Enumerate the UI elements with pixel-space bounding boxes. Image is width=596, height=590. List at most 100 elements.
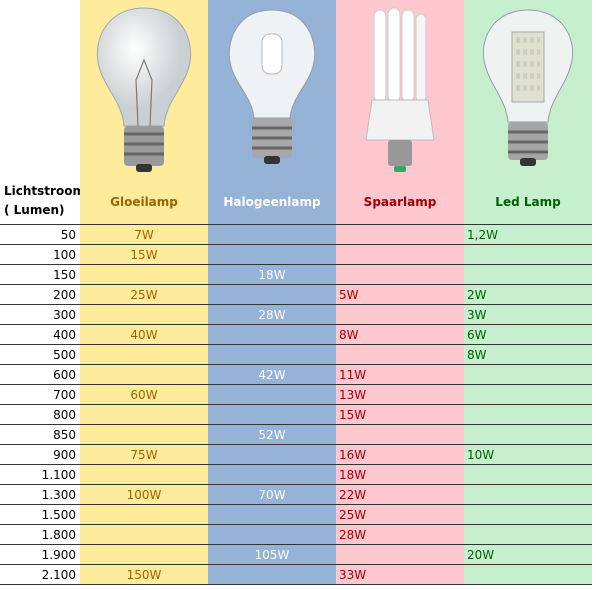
table-cell: 22W bbox=[336, 485, 464, 505]
table-cell bbox=[464, 425, 592, 445]
table-cell bbox=[80, 305, 208, 325]
table-cell bbox=[208, 405, 336, 425]
table-cell: 1.900 bbox=[0, 545, 80, 565]
table-cell: 25W bbox=[80, 285, 208, 305]
table-cell: 8W bbox=[464, 345, 592, 365]
table-cell: 28W bbox=[336, 525, 464, 545]
table-cell: 500 bbox=[0, 345, 80, 365]
table-cell: 400 bbox=[0, 325, 80, 345]
incandescent-bulb bbox=[96, 7, 192, 172]
table-cell bbox=[464, 505, 592, 525]
image-cell bbox=[208, 0, 336, 180]
row-border bbox=[0, 324, 592, 325]
table-cell bbox=[208, 525, 336, 545]
table-cell bbox=[464, 485, 592, 505]
table-cell: 2W bbox=[464, 285, 592, 305]
header-line: ( Lumen) bbox=[4, 203, 65, 217]
table-cell bbox=[80, 265, 208, 285]
table-cell: 60W bbox=[80, 385, 208, 405]
table-cell: 18W bbox=[208, 265, 336, 285]
table-cell bbox=[464, 565, 592, 585]
table-cell bbox=[336, 245, 464, 265]
row-border bbox=[0, 404, 592, 405]
table-cell bbox=[80, 365, 208, 385]
table-cell: 7W bbox=[80, 225, 208, 245]
table-cell bbox=[208, 565, 336, 585]
header-cell: Led Lamp bbox=[464, 180, 592, 225]
row-border bbox=[0, 364, 592, 365]
table-cell bbox=[208, 445, 336, 465]
table-cell: 42W bbox=[208, 365, 336, 385]
row-border bbox=[0, 424, 592, 425]
table-cell bbox=[80, 465, 208, 485]
table-cell bbox=[464, 405, 592, 425]
row-border bbox=[0, 244, 592, 245]
table-cell: 50 bbox=[0, 225, 80, 245]
cfl-bulb bbox=[365, 7, 435, 172]
table-cell bbox=[80, 425, 208, 445]
row-border bbox=[0, 584, 592, 585]
row-border bbox=[0, 504, 592, 505]
table-cell bbox=[464, 365, 592, 385]
table-cell: 5W bbox=[336, 285, 464, 305]
table-cell: 70W bbox=[208, 485, 336, 505]
table-cell: 850 bbox=[0, 425, 80, 445]
table-cell bbox=[464, 245, 592, 265]
table-cell: 13W bbox=[336, 385, 464, 405]
table-cell: 16W bbox=[336, 445, 464, 465]
table-cell bbox=[336, 305, 464, 325]
table-cell: 10W bbox=[464, 445, 592, 465]
table-cell: 900 bbox=[0, 445, 80, 465]
row-border bbox=[0, 464, 592, 465]
table-cell: 100W bbox=[80, 485, 208, 505]
table-cell: 1.100 bbox=[0, 465, 80, 485]
table-cell: 11W bbox=[336, 365, 464, 385]
table-cell: 800 bbox=[0, 405, 80, 425]
table-cell: 300 bbox=[0, 305, 80, 325]
row-border bbox=[0, 224, 592, 225]
row-border bbox=[0, 304, 592, 305]
table-cell bbox=[464, 385, 592, 405]
table-cell bbox=[208, 325, 336, 345]
table-cell: 8W bbox=[336, 325, 464, 345]
header-cell: Lichtstroom ( Lumen) bbox=[0, 180, 85, 225]
table-cell: 1.800 bbox=[0, 525, 80, 545]
table-cell bbox=[336, 225, 464, 245]
row-border bbox=[0, 564, 592, 565]
table-cell: 1.300 bbox=[0, 485, 80, 505]
image-cell bbox=[336, 0, 464, 180]
table-cell: 15W bbox=[336, 405, 464, 425]
table-cell bbox=[80, 525, 208, 545]
table-cell bbox=[208, 505, 336, 525]
table-cell: 2.100 bbox=[0, 565, 80, 585]
table-cell bbox=[80, 405, 208, 425]
table-cell: 100 bbox=[0, 245, 80, 265]
table-cell bbox=[208, 245, 336, 265]
table-cell bbox=[208, 225, 336, 245]
table-cell: 75W bbox=[80, 445, 208, 465]
row-border bbox=[0, 544, 592, 545]
image-cell bbox=[464, 0, 592, 180]
image-cell bbox=[80, 0, 208, 180]
table-cell: 52W bbox=[208, 425, 336, 445]
table-cell: 25W bbox=[336, 505, 464, 525]
table-cell bbox=[80, 345, 208, 365]
table-cell: 20W bbox=[464, 545, 592, 565]
table-cell: 1.500 bbox=[0, 505, 80, 525]
row-border bbox=[0, 484, 592, 485]
table-cell bbox=[464, 465, 592, 485]
header-cell: Gloeilamp bbox=[80, 180, 208, 225]
table-cell bbox=[464, 525, 592, 545]
header-line: Lichtstroom bbox=[4, 184, 85, 198]
table-cell: 28W bbox=[208, 305, 336, 325]
table-cell: 33W bbox=[336, 565, 464, 585]
table-cell: 600 bbox=[0, 365, 80, 385]
row-border bbox=[0, 524, 592, 525]
table-cell bbox=[80, 545, 208, 565]
table-cell: 200 bbox=[0, 285, 80, 305]
table-cell: 3W bbox=[464, 305, 592, 325]
table-cell: 6W bbox=[464, 325, 592, 345]
row-border bbox=[0, 444, 592, 445]
table-cell bbox=[208, 385, 336, 405]
